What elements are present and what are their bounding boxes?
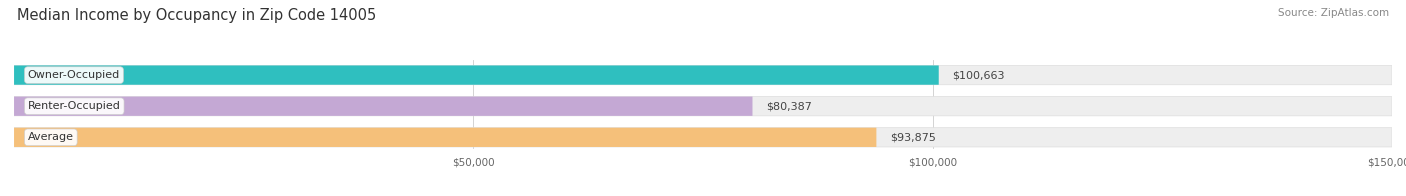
Text: Average: Average	[28, 132, 75, 142]
Text: $100,663: $100,663	[952, 70, 1005, 80]
FancyBboxPatch shape	[14, 128, 876, 147]
Text: Renter-Occupied: Renter-Occupied	[28, 101, 121, 111]
FancyBboxPatch shape	[14, 128, 1392, 147]
FancyBboxPatch shape	[14, 97, 1392, 116]
FancyBboxPatch shape	[14, 65, 939, 85]
Text: Owner-Occupied: Owner-Occupied	[28, 70, 120, 80]
Text: $93,875: $93,875	[890, 132, 936, 142]
FancyBboxPatch shape	[14, 65, 1392, 85]
Text: Median Income by Occupancy in Zip Code 14005: Median Income by Occupancy in Zip Code 1…	[17, 8, 377, 23]
FancyBboxPatch shape	[14, 97, 752, 116]
Text: Source: ZipAtlas.com: Source: ZipAtlas.com	[1278, 8, 1389, 18]
Text: $80,387: $80,387	[766, 101, 813, 111]
